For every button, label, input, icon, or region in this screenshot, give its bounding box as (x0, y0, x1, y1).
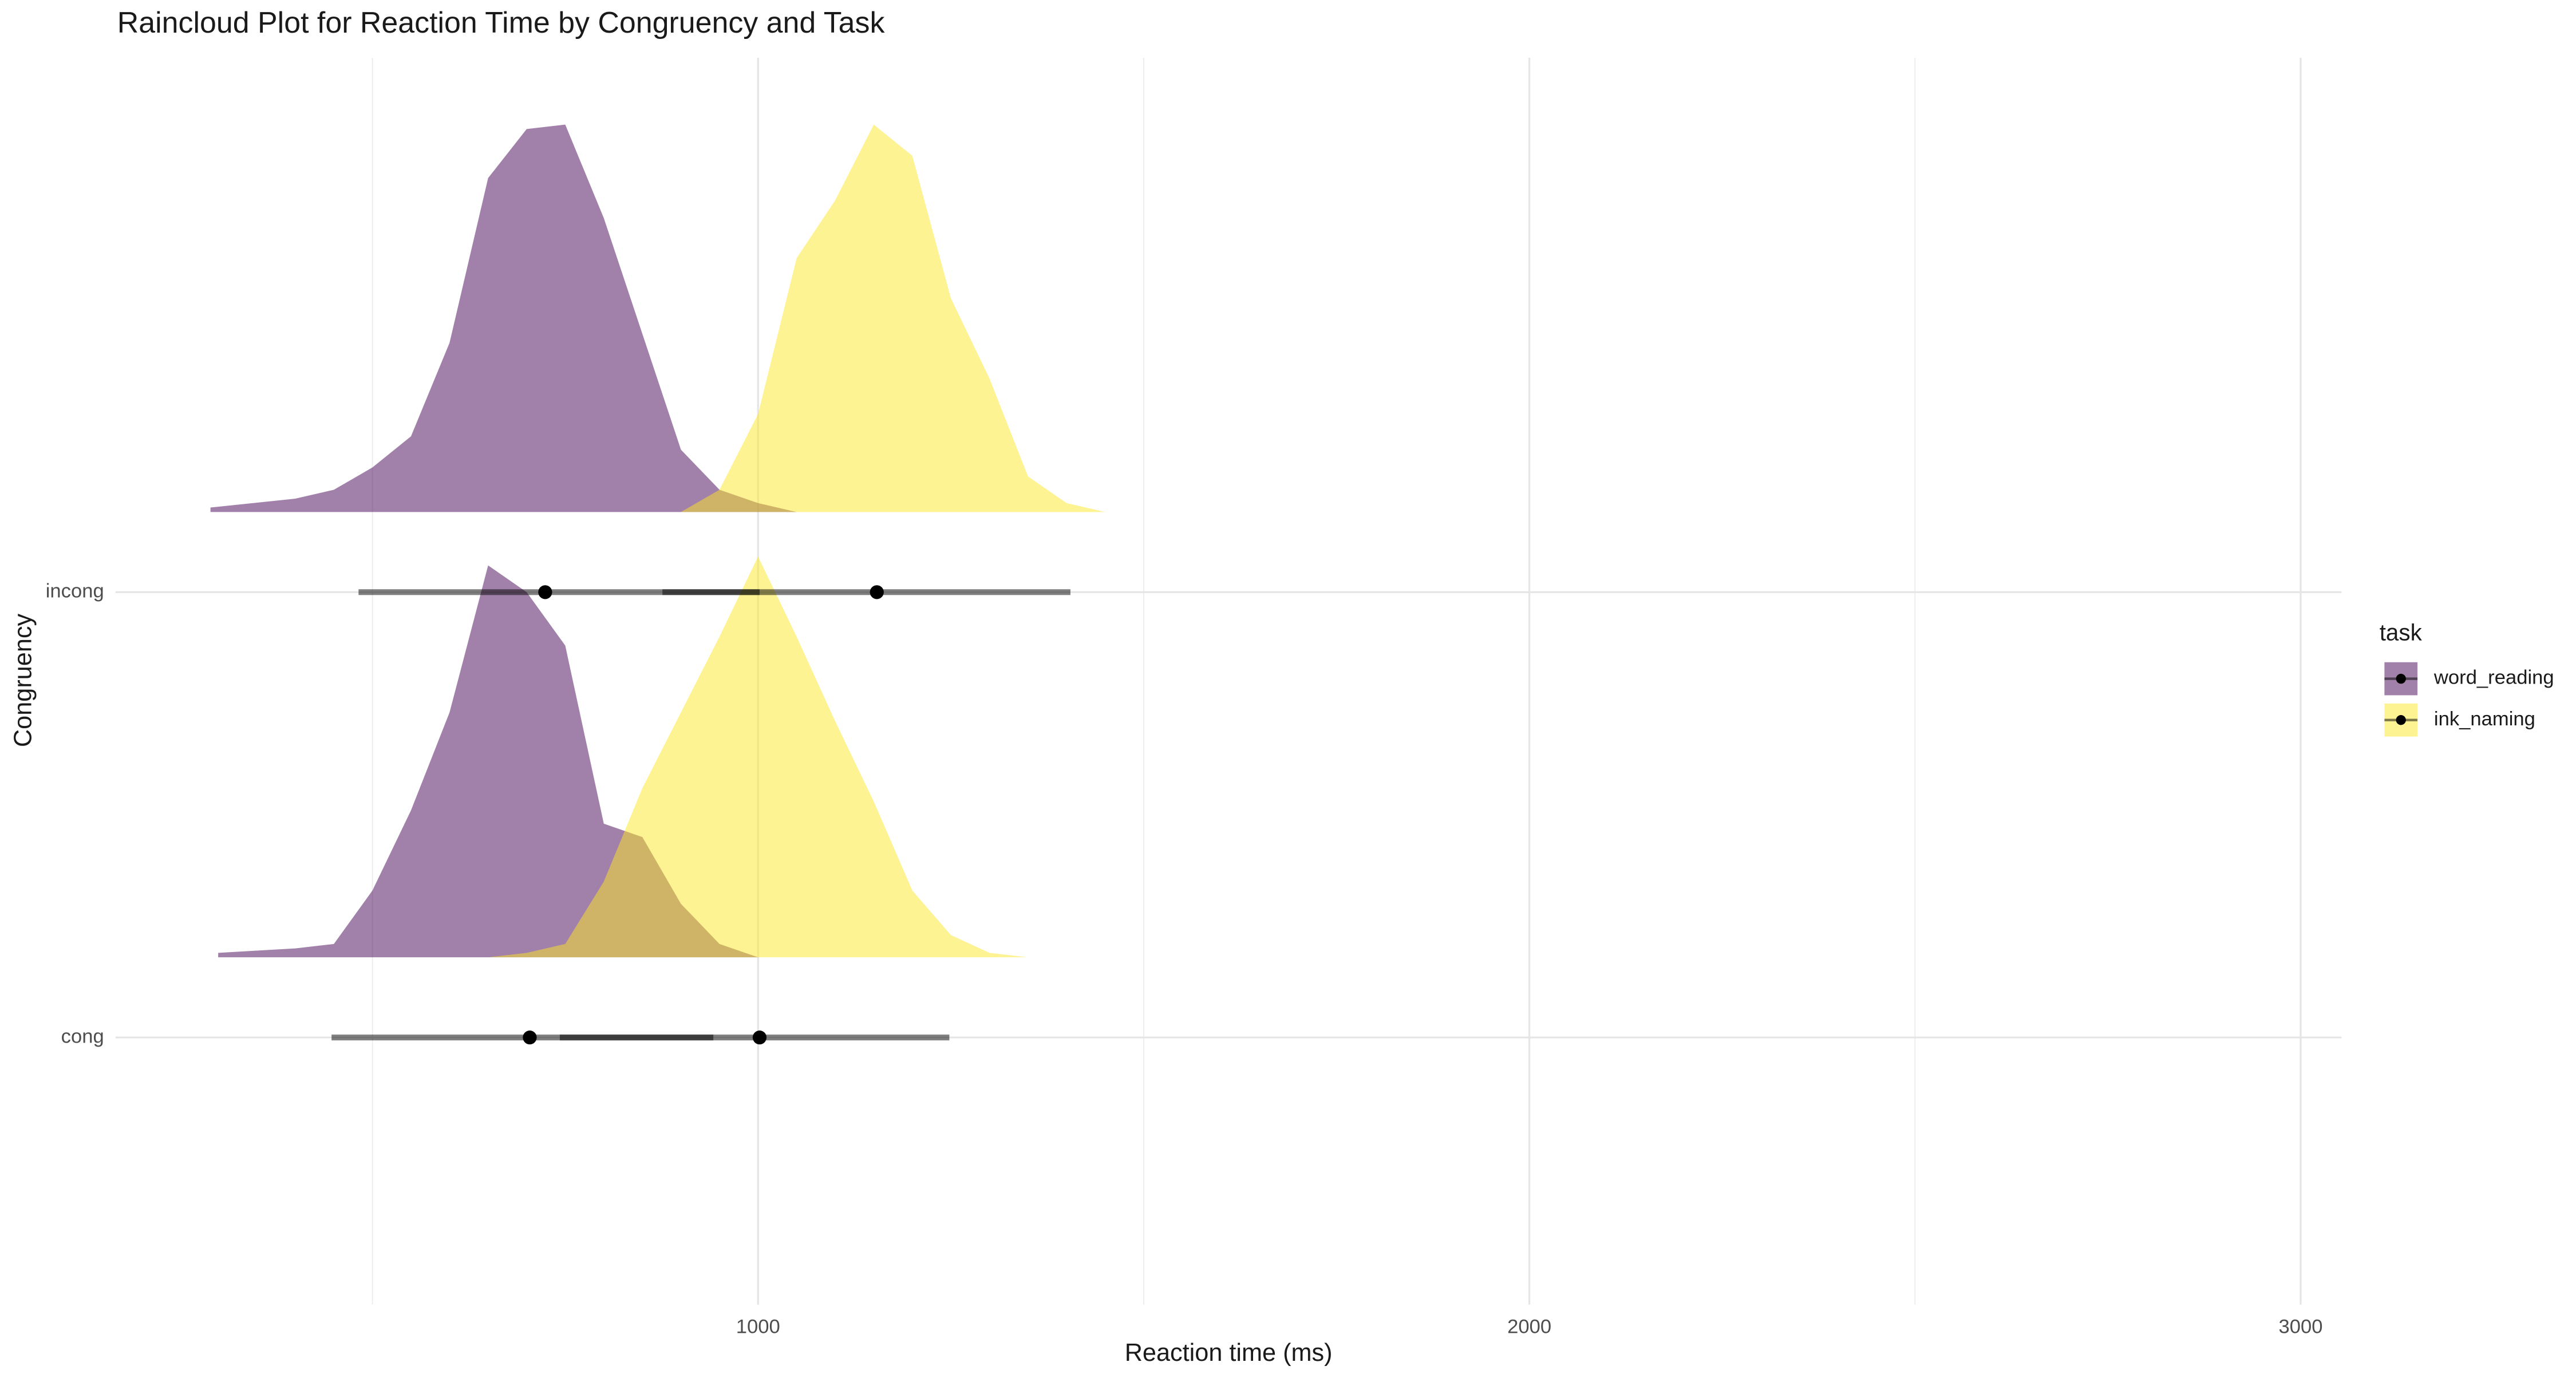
legend-title: task (2380, 619, 2423, 645)
legend-label: ink_naming (2434, 708, 2535, 730)
median-point (752, 1030, 767, 1045)
x-tick-label: 1000 (736, 1316, 780, 1337)
grid (115, 57, 2342, 1305)
median-point (538, 585, 552, 599)
y-tick-label: cong (61, 1025, 104, 1047)
y-tick-label: incong (46, 580, 104, 602)
legend-key-point (2396, 715, 2406, 725)
density-cloud (210, 124, 797, 512)
density-cloud (681, 124, 1105, 512)
y-axis-label: Congruency (10, 613, 37, 747)
x-tick-label: 3000 (2278, 1316, 2322, 1337)
x-tick-label: 2000 (1507, 1316, 1551, 1337)
density-cloud (488, 556, 1028, 958)
median-point (870, 585, 884, 599)
x-axis-label: Reaction time (ms) (1125, 1339, 1333, 1367)
median-point (523, 1030, 537, 1045)
legend-label: word_reading (2433, 667, 2554, 689)
chart-title: Raincloud Plot for Reaction Time by Cong… (117, 6, 886, 40)
legend-key-point (2396, 673, 2406, 684)
